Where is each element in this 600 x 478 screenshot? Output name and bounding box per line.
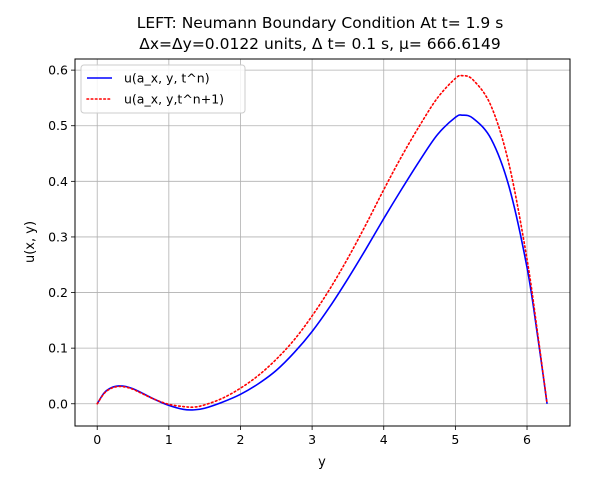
- x-tick-label: 5: [451, 432, 459, 447]
- x-tick-label: 3: [308, 432, 316, 447]
- y-tick-label: 0.1: [48, 341, 68, 356]
- chart-title-line-1: LEFT: Neumann Boundary Condition At t= 1…: [137, 14, 504, 32]
- legend-label-series-1: u(a_x, y, t^n): [124, 71, 210, 86]
- series-line-2: [96, 74, 548, 408]
- y-tick-label: 0.0: [48, 396, 68, 411]
- y-axis-ticks: 0.0 0.1 0.2 0.3 0.4 0.5 0.6: [48, 63, 75, 411]
- plot-area-frame: [74, 58, 571, 427]
- x-axis-ticks: 0 1 2 3 4 5 6: [93, 426, 531, 447]
- legend-label-series-2: u(a_x, y,t^n+1): [124, 92, 224, 107]
- x-tick-label: 1: [165, 432, 173, 447]
- y-tick-label: 0.3: [48, 229, 68, 244]
- x-tick-label: 0: [93, 432, 101, 447]
- x-tick-label: 4: [380, 432, 388, 447]
- x-axis-label: y: [318, 455, 326, 470]
- y-axis-label: u(x, y): [23, 221, 38, 263]
- legend: u(a_x, y, t^n) u(a_x, y,t^n+1): [80, 64, 246, 114]
- y-tick-label: 0.5: [48, 118, 68, 133]
- y-tick-label: 0.4: [48, 174, 68, 189]
- x-tick-label: 6: [523, 432, 531, 447]
- chart-title-line-2: Δx=Δy=0.0122 units, Δ t= 0.1 s, μ= 666.6…: [139, 35, 500, 53]
- legend-box: [80, 64, 246, 114]
- y-tick-label: 0.6: [48, 63, 68, 78]
- plot-series: [96, 74, 548, 411]
- x-tick-label: 2: [237, 432, 245, 447]
- grid-lines: [75, 59, 570, 426]
- y-tick-label: 0.2: [48, 285, 68, 300]
